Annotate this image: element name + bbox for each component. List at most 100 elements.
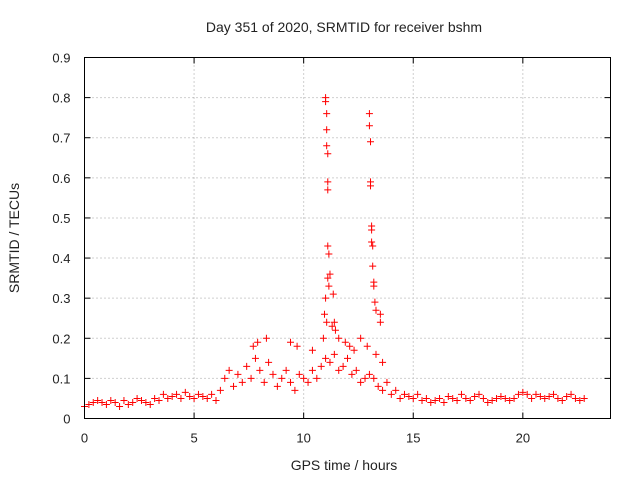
data-point (371, 298, 379, 306)
data-point (181, 388, 189, 396)
data-point (532, 390, 540, 398)
data-point (304, 378, 312, 386)
data-point (341, 338, 349, 346)
x-tick-label: 5 (190, 431, 197, 446)
y-tick-label: 0.7 (52, 131, 70, 146)
data-point (287, 338, 295, 346)
data-point (322, 354, 330, 362)
data-point (322, 294, 330, 302)
data-point (462, 394, 470, 402)
data-point (348, 370, 356, 378)
data-point (567, 390, 575, 398)
data-point (523, 390, 531, 398)
data-point (323, 126, 331, 134)
data-point (370, 374, 378, 382)
data-point (249, 342, 257, 350)
data-point (361, 374, 369, 382)
data-point (319, 334, 327, 342)
data-point (324, 274, 332, 282)
data-point (374, 382, 382, 390)
x-tick-label: 15 (406, 431, 420, 446)
data-point (330, 318, 338, 326)
data-point (262, 334, 270, 342)
data-point (418, 396, 426, 404)
data-point (372, 306, 380, 314)
data-point (254, 338, 262, 346)
data-point (536, 392, 544, 400)
data-point (444, 392, 452, 400)
data-point (308, 346, 316, 354)
data-point (238, 378, 246, 386)
data-point (479, 394, 487, 402)
data-point (323, 142, 331, 150)
data-point (151, 394, 159, 402)
data-point (369, 242, 377, 250)
data-point (251, 354, 259, 362)
data-point (383, 378, 391, 386)
data-point (365, 110, 373, 118)
data-point (325, 250, 333, 258)
y-tick-label: 0.1 (52, 371, 70, 386)
data-point (323, 110, 331, 118)
data-point (98, 398, 106, 406)
data-point (111, 398, 119, 406)
data-point (519, 388, 527, 396)
data-point (322, 98, 330, 106)
x-tick-label: 0 (81, 431, 88, 446)
data-point (405, 392, 413, 400)
data-point (168, 392, 176, 400)
data-point (324, 242, 332, 250)
y-axis-label: SRMTID / TECUs (6, 183, 22, 293)
data-point (545, 392, 553, 400)
data-point (369, 262, 377, 270)
data-point (291, 386, 299, 394)
data-point (225, 366, 233, 374)
axis-ticks: 0 5 10 15 20 0 0.1 0.2 0.3 0.4 0.5 0.6 0.7 0.8 0.9 (52, 51, 611, 446)
y-tick-label: 0.8 (52, 91, 70, 106)
data-point (484, 398, 492, 406)
data-point (317, 362, 325, 370)
data-point (247, 374, 255, 382)
x-tick-label: 20 (516, 431, 530, 446)
data-point (368, 238, 376, 246)
chart-title: Day 351 of 2020, SRMTID for receiver bsh… (206, 19, 482, 35)
data-point (488, 396, 496, 404)
data-point (346, 342, 354, 350)
data-point (396, 394, 404, 402)
data-point (365, 122, 373, 130)
data-point (387, 390, 395, 398)
data-point (221, 374, 229, 382)
y-tick-label: 0.5 (52, 211, 70, 226)
data-point (186, 392, 194, 400)
data-point (129, 398, 137, 406)
data-point (409, 394, 417, 402)
data-point (325, 282, 333, 290)
data-point (571, 394, 579, 402)
data-point (335, 366, 343, 374)
data-point (372, 350, 380, 358)
data-point (379, 358, 387, 366)
data-point (563, 392, 571, 400)
data-point (363, 342, 371, 350)
data-point (260, 378, 268, 386)
data-point (376, 318, 384, 326)
data-point (528, 394, 536, 402)
y-tick-label: 0.3 (52, 291, 70, 306)
data-point (320, 310, 328, 318)
plot-frame (84, 57, 611, 419)
x-tick-label: 10 (296, 431, 310, 446)
data-point (295, 370, 303, 378)
data-point (449, 394, 457, 402)
data-point (558, 396, 566, 404)
data-point (293, 342, 301, 350)
data-point (89, 398, 97, 406)
data-point (94, 396, 102, 404)
data-point (514, 390, 522, 398)
data-point (335, 334, 343, 342)
data-point (116, 402, 124, 410)
data-point (243, 362, 251, 370)
data-point (300, 374, 308, 382)
data-point (368, 226, 376, 234)
data-point (367, 138, 375, 146)
